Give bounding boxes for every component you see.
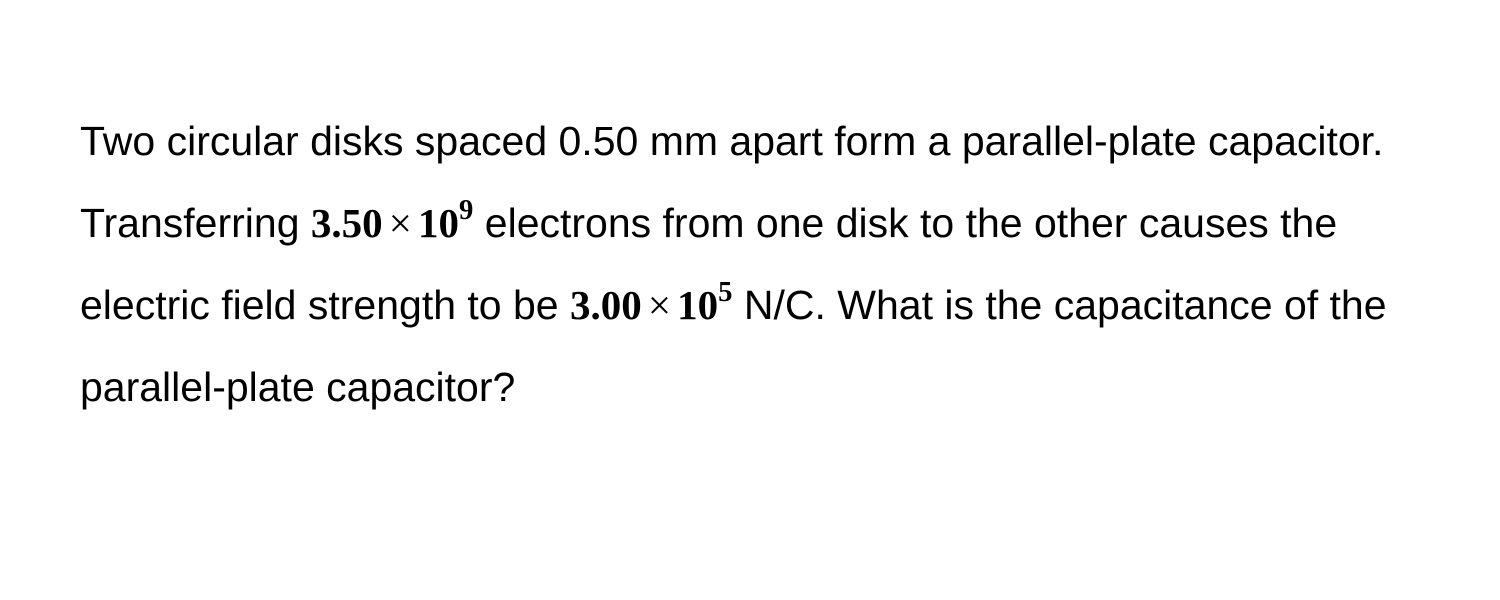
times-symbol-2: × xyxy=(642,282,677,328)
base-1: 10 xyxy=(418,200,459,246)
physics-problem-text: Two circular disks spaced 0.50 mm apart … xyxy=(80,100,1420,428)
exponent-2: 5 xyxy=(718,276,732,308)
scientific-notation-2: 3.00×105 xyxy=(570,282,733,328)
mantissa-1: 3.50 xyxy=(311,200,383,246)
scientific-notation-1: 3.50×109 xyxy=(311,200,474,246)
exponent-1: 9 xyxy=(459,194,473,226)
times-symbol-1: × xyxy=(383,200,418,246)
mantissa-2: 3.00 xyxy=(570,282,642,328)
base-2: 10 xyxy=(677,282,718,328)
